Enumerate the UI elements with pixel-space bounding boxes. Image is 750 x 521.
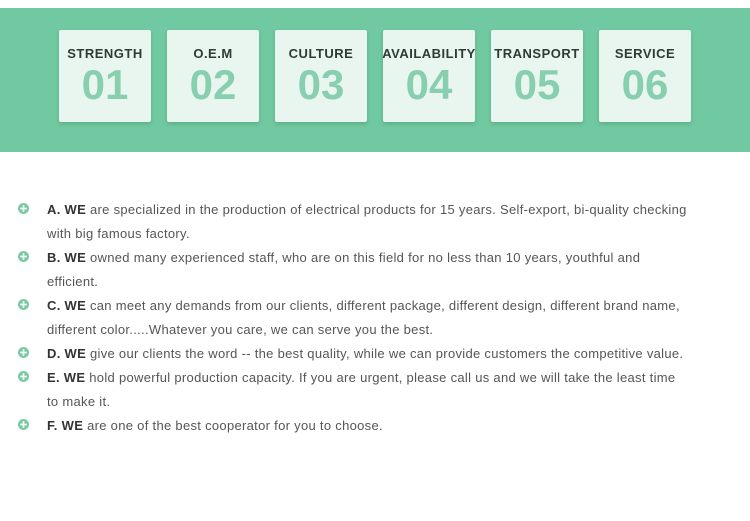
card-number: 05: [514, 63, 561, 107]
list-item: F. WE are one of the best cooperator for…: [18, 414, 690, 438]
list-prefix: F. WE: [47, 418, 83, 433]
list-rest: give our clients the word -- the best qu…: [86, 346, 683, 361]
card-number: 02: [190, 63, 237, 107]
card-strength: STRENGTH 01: [59, 30, 151, 122]
list-prefix: D. WE: [47, 346, 86, 361]
banner: STRENGTH 01 O.E.M 02 CULTURE 03 AVAILABI…: [0, 0, 750, 152]
card-service: SERVICE 06: [599, 30, 691, 122]
card-culture: CULTURE 03: [275, 30, 367, 122]
plus-icon: [18, 347, 29, 358]
card-number: 04: [406, 63, 453, 107]
list-text: B. WE owned many experienced staff, who …: [47, 246, 690, 294]
plus-icon: [18, 251, 29, 262]
list-rest: can meet any demands from our clients, d…: [47, 298, 680, 337]
list-text: A. WE are specialized in the production …: [47, 198, 690, 246]
card-transport: TRANSPORT 05: [491, 30, 583, 122]
card-label: STRENGTH: [67, 46, 143, 61]
list-text: D. WE give our clients the word -- the b…: [47, 342, 690, 366]
list-text: E. WE hold powerful production capacity.…: [47, 366, 690, 414]
plus-icon: [18, 299, 29, 310]
list-prefix: E. WE: [47, 370, 85, 385]
cards-row: STRENGTH 01 O.E.M 02 CULTURE 03 AVAILABI…: [0, 30, 750, 122]
list-rest: are specialized in the production of ele…: [47, 202, 687, 241]
card-number: 06: [622, 63, 669, 107]
top-strip: [0, 0, 750, 8]
list-item: B. WE owned many experienced staff, who …: [18, 246, 690, 294]
card-number: 01: [82, 63, 129, 107]
plus-icon: [18, 419, 29, 430]
list-prefix: B. WE: [47, 250, 86, 265]
card-number: 03: [298, 63, 345, 107]
list-rest: are one of the best cooperator for you t…: [83, 418, 383, 433]
list-area: A. WE are specialized in the production …: [0, 152, 750, 438]
list-prefix: A. WE: [47, 202, 86, 217]
list-item: D. WE give our clients the word -- the b…: [18, 342, 690, 366]
list-rest: owned many experienced staff, who are on…: [47, 250, 640, 289]
card-label: TRANSPORT: [494, 46, 579, 61]
plus-icon: [18, 371, 29, 382]
card-availability: AVAILABILITY 04: [383, 30, 475, 122]
list-text: F. WE are one of the best cooperator for…: [47, 414, 690, 438]
list-rest: hold powerful production capacity. If yo…: [47, 370, 675, 409]
card-label: SERVICE: [615, 46, 675, 61]
card-label: AVAILABILITY: [382, 46, 476, 61]
plus-icon: [18, 203, 29, 214]
card-label: O.E.M: [193, 46, 232, 61]
list-item: C. WE can meet any demands from our clie…: [18, 294, 690, 342]
card-oem: O.E.M 02: [167, 30, 259, 122]
list-prefix: C. WE: [47, 298, 86, 313]
card-label: CULTURE: [289, 46, 354, 61]
list-text: C. WE can meet any demands from our clie…: [47, 294, 690, 342]
list-item: A. WE are specialized in the production …: [18, 198, 690, 246]
list-item: E. WE hold powerful production capacity.…: [18, 366, 690, 414]
